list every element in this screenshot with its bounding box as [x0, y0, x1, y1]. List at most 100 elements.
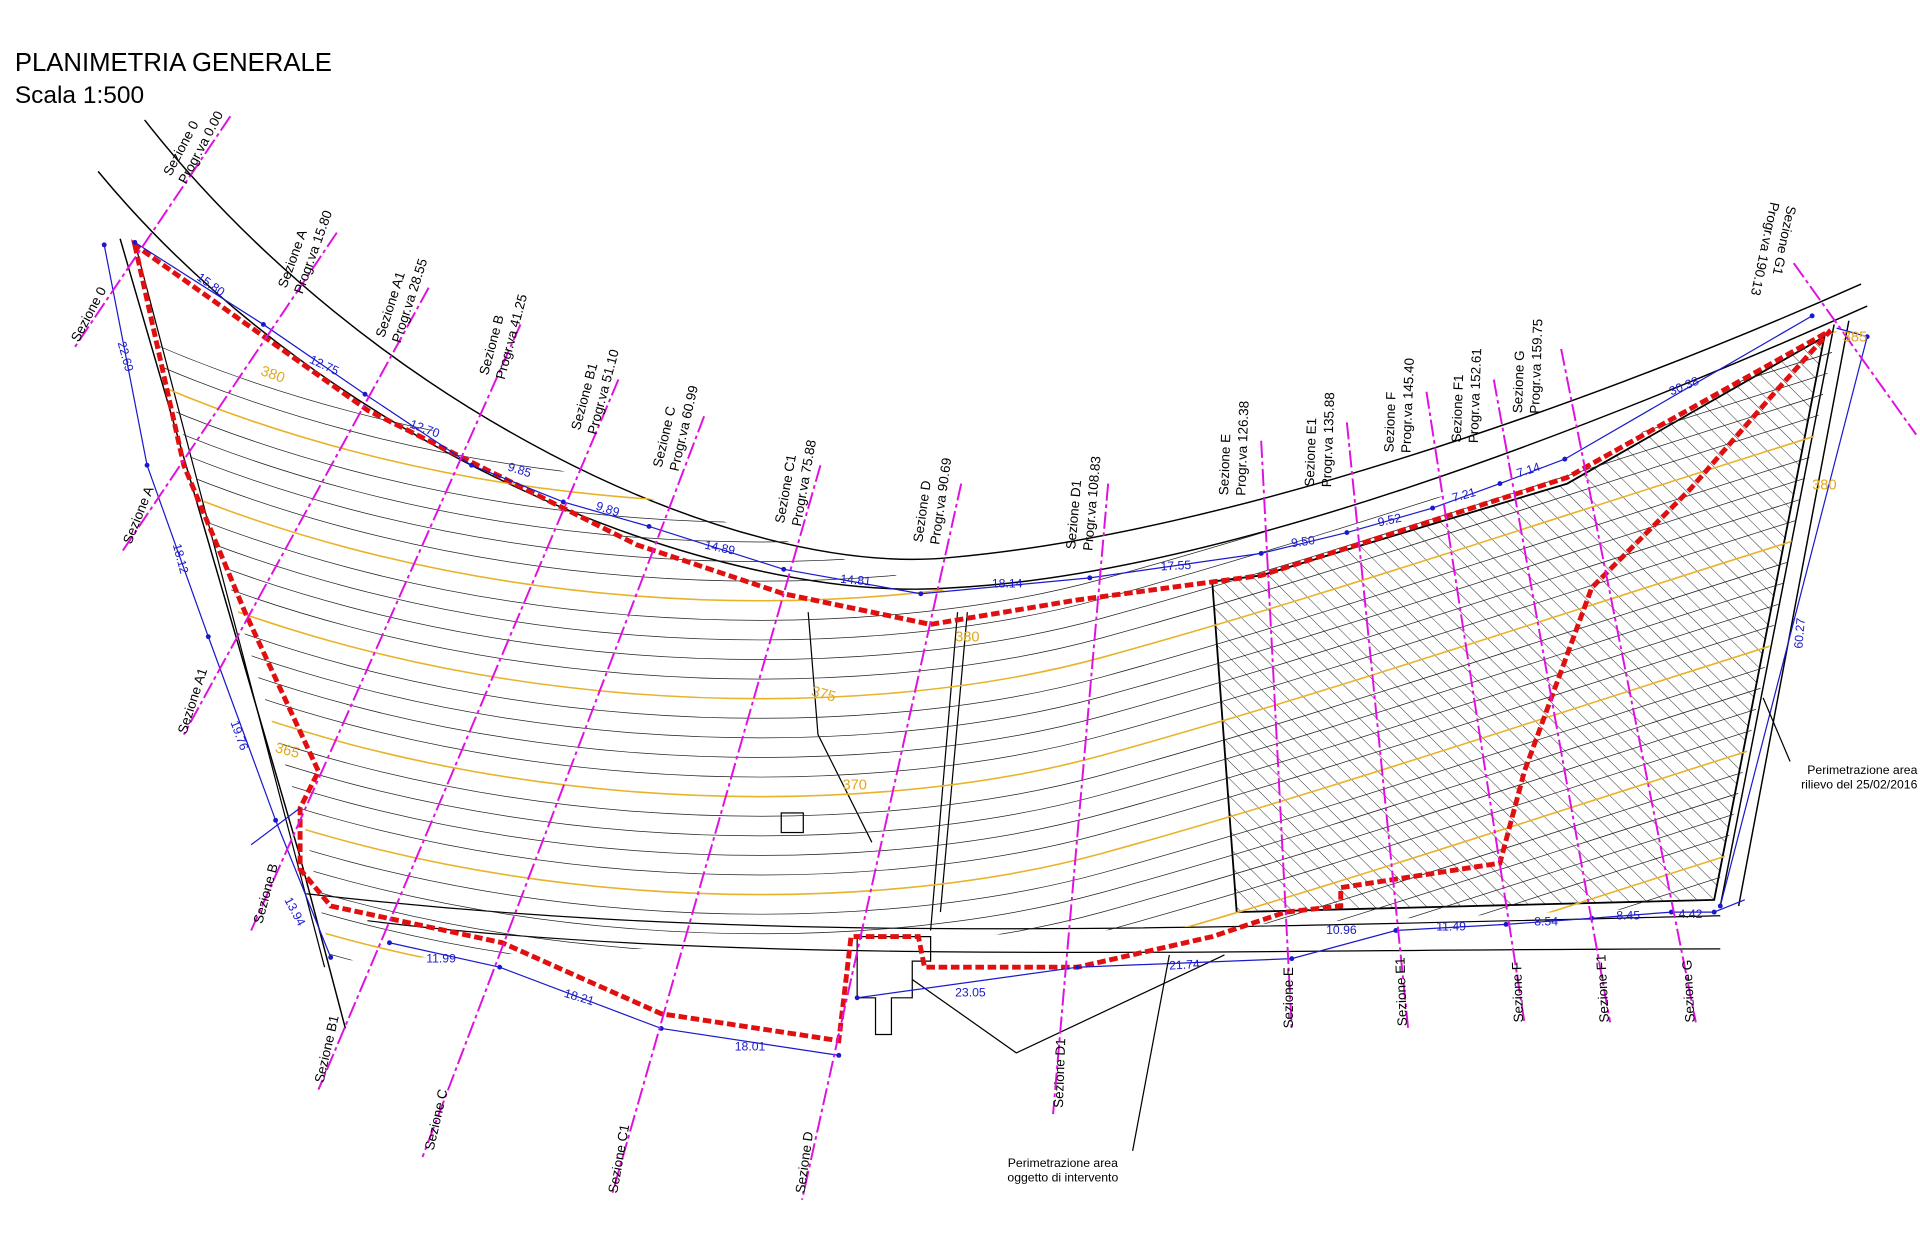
dimension-node — [854, 995, 860, 1001]
dimension-node — [144, 462, 150, 468]
dimension-node — [273, 817, 279, 823]
dimension-node — [1809, 313, 1815, 319]
dimension-node — [328, 954, 334, 960]
dimension-label: 7.14 — [1515, 460, 1542, 481]
contour-label: 380 — [1812, 478, 1837, 494]
contour — [122, 621, 1837, 915]
contour — [122, 719, 1837, 962]
dimension-label: 9.89 — [594, 499, 621, 520]
contour — [122, 739, 1837, 962]
dimension-label: 18.21 — [562, 986, 596, 1008]
dimension-label: 18.14 — [992, 577, 1023, 591]
dimension-label: 60.27 — [1791, 617, 1808, 649]
road-edge — [306, 893, 1721, 954]
section-line — [801, 483, 963, 1201]
dimension-label: 14.89 — [703, 538, 736, 558]
section-top-label: Sezione E1 Progr.va 135.88 — [1302, 392, 1337, 487]
section-name: Sezione F1 — [1449, 374, 1466, 443]
section-progressive: Progr.va 135.88 — [1319, 392, 1337, 487]
dimension-label: 13.94 — [282, 895, 309, 929]
section-progressive: Progr.va 152.61 — [1466, 348, 1484, 443]
annotation: Perimetrazione area — [1807, 763, 1917, 777]
dimension-node — [497, 964, 503, 970]
dimension-node — [836, 1052, 842, 1058]
section-line — [317, 379, 620, 1091]
section-line — [611, 464, 822, 1194]
dimension-label: 18.12 — [170, 542, 191, 575]
boundary — [134, 242, 326, 968]
dimension-line — [857, 911, 1715, 999]
dimension-node — [469, 462, 474, 468]
section-bottom-label: Sezione A — [120, 484, 157, 546]
dimension-label: 9.85 — [506, 460, 533, 481]
annotation: Perimetrazione area — [1008, 1156, 1118, 1170]
dimension-lines — [101, 239, 1870, 1058]
section-line — [1792, 262, 1917, 436]
section-bottom-label: Sezione B1 — [312, 1014, 342, 1084]
dimension-label: 11.99 — [426, 951, 456, 965]
section-top-label: Sezione F1 Progr.va 152.61 — [1449, 348, 1484, 443]
section-bottom-label: Sezione E — [1281, 967, 1296, 1028]
dimension-node — [1344, 530, 1350, 536]
dimension-label: 8.45 — [1616, 908, 1640, 922]
dimension-label: 4.42 — [1679, 907, 1703, 921]
section-name: Sezione G — [1510, 350, 1527, 413]
contour-label: 380 — [955, 630, 980, 646]
dimension-label: 14.81 — [840, 572, 872, 589]
section-bottom-label: Sezione B — [251, 862, 281, 925]
annotation: rilievo del 25/02/2016 — [1801, 777, 1918, 791]
contour-label: 385 — [1843, 330, 1868, 346]
annotation: oggetto di intervento — [1007, 1170, 1118, 1184]
section-top-label: Sezione F Progr.va 145.40 — [1381, 358, 1416, 453]
dimension-label: 22.69 — [115, 340, 136, 373]
dimension-node — [1503, 921, 1509, 927]
section-bottom-label: Sezione G — [1679, 959, 1697, 1023]
dimension-label: 10.96 — [1326, 923, 1357, 937]
dimension-node — [101, 242, 107, 248]
dimension-label: 9.50 — [1290, 533, 1316, 550]
dimension-node — [1087, 575, 1093, 581]
dimension-line — [389, 942, 839, 1056]
contour — [122, 405, 1837, 700]
section-progressive: Progr.va 159.75 — [1527, 319, 1545, 414]
section-name: Sezione E1 — [1302, 418, 1319, 487]
dimension-node — [1258, 550, 1264, 556]
contour — [122, 582, 1837, 876]
section-bottom-label: Sezione F1 — [1593, 954, 1612, 1023]
dimension-tick — [250, 327, 1868, 913]
dimension-node — [1497, 481, 1503, 487]
contour — [122, 366, 1837, 660]
dimension-label: 11.49 — [1436, 919, 1466, 933]
contour — [122, 758, 1837, 962]
contour — [122, 238, 1837, 464]
dimension-label: 9.52 — [1376, 511, 1402, 530]
dimension-node — [646, 524, 652, 529]
ditch — [807, 612, 968, 931]
section-line — [72, 115, 232, 350]
section-bottom-label: Sezione A1 — [175, 666, 210, 735]
contour-label: 370 — [842, 778, 867, 794]
section-name: Sezione D1 — [1063, 479, 1084, 550]
dimension-node — [918, 591, 924, 597]
dimension-node — [205, 634, 211, 640]
contour — [122, 543, 1837, 837]
dimension-node — [387, 940, 392, 946]
section-bottom-label: Sezione D — [793, 1130, 817, 1194]
contour — [122, 464, 1837, 758]
dimension-label: 12.75 — [307, 352, 341, 378]
building — [856, 935, 932, 1036]
section-progressive: Progr.va 126.38 — [1233, 401, 1251, 496]
dimension-label: 18.01 — [735, 1039, 766, 1053]
contour — [122, 778, 1837, 962]
dimension-label: 15.80 — [194, 270, 227, 299]
dimension-label: 17.55 — [1160, 558, 1192, 574]
section-line — [1492, 379, 1612, 1023]
contour — [122, 238, 1837, 484]
dimension-label: 7.21 — [1451, 485, 1478, 505]
contour — [122, 445, 1837, 739]
